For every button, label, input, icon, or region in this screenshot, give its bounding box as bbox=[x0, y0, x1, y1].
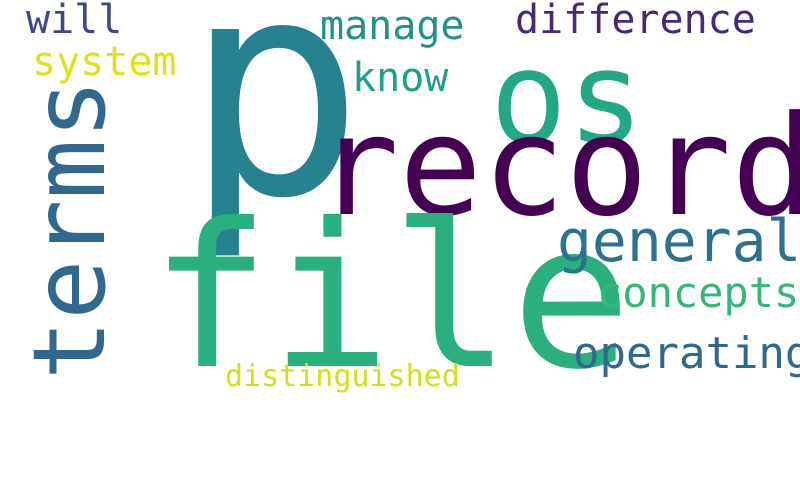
word-file: file bbox=[150, 181, 632, 414]
word-know: know bbox=[352, 55, 449, 101]
word-terms-wrapper: terms bbox=[11, 79, 321, 480]
word-concepts: concepts bbox=[597, 268, 800, 317]
word-p: p bbox=[184, 0, 365, 264]
word-terms: terms bbox=[11, 78, 128, 380]
word-distinguished: distinguished bbox=[225, 359, 460, 394]
word-general: general bbox=[557, 207, 800, 275]
word-system: system bbox=[32, 39, 177, 85]
word-os: os bbox=[490, 24, 645, 173]
word-manage: manage bbox=[320, 3, 465, 49]
word-record: record bbox=[316, 86, 800, 247]
word-difference: difference bbox=[515, 0, 756, 43]
word-operating: operating bbox=[573, 328, 800, 379]
word-cloud: p os record file terms general concepts … bbox=[11, 0, 800, 414]
word-will: will bbox=[26, 0, 123, 43]
